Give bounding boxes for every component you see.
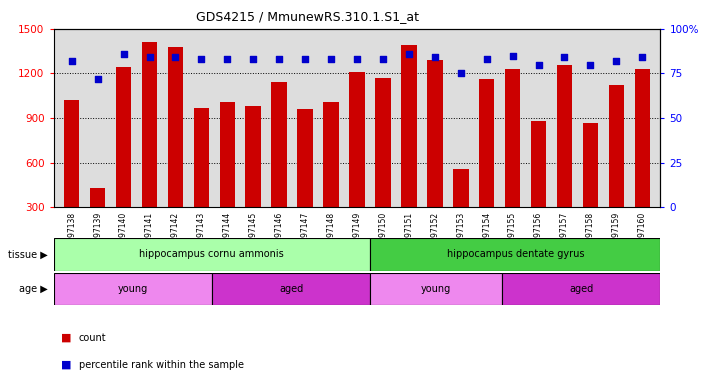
Text: age ▶: age ▶ [19,284,49,294]
Bar [370,238,660,271]
Point [533,61,544,68]
Bar [193,108,209,252]
Text: hippocampus cornu ammonis: hippocampus cornu ammonis [139,249,284,260]
Point [507,53,518,59]
Text: aged: aged [569,284,593,294]
Point [585,61,596,68]
Bar [608,85,624,252]
Bar [453,169,468,252]
Bar [370,273,502,305]
Text: aged: aged [279,284,303,294]
Bar [505,69,521,252]
Text: hippocampus dentate gyrus: hippocampus dentate gyrus [446,249,584,260]
Point [481,56,493,62]
Point [377,56,388,62]
Point [403,51,415,57]
Text: young: young [421,284,451,294]
Point [429,54,441,60]
Text: young: young [118,284,148,294]
Bar [168,46,183,252]
Bar [401,45,417,252]
Bar [557,65,572,252]
Bar [54,273,212,305]
Point [610,58,622,64]
Point [455,70,466,76]
Point [170,54,181,60]
Point [351,56,363,62]
Bar [479,79,495,252]
Bar [246,106,261,252]
Text: GDS4215 / MmunewRS.310.1.S1_at: GDS4215 / MmunewRS.310.1.S1_at [196,10,418,23]
Point [559,54,570,60]
Point [637,54,648,60]
Bar [531,121,546,252]
Bar [323,102,339,252]
Bar [427,60,443,252]
Text: ■: ■ [61,333,71,343]
Point [273,56,285,62]
Text: tissue ▶: tissue ▶ [9,249,49,260]
Bar [635,69,650,252]
Point [92,76,104,82]
Bar [64,100,79,252]
Bar [583,122,598,252]
Point [118,51,129,57]
Bar [271,82,287,252]
Text: percentile rank within the sample: percentile rank within the sample [79,360,243,370]
Bar [116,68,131,252]
Point [299,56,311,62]
Point [326,56,337,62]
Text: count: count [79,333,106,343]
Point [221,56,233,62]
Point [144,54,155,60]
Bar [349,72,365,252]
Bar [375,78,391,252]
Text: ■: ■ [61,360,71,370]
Bar [212,273,370,305]
Point [66,58,77,64]
Bar [54,238,370,271]
Bar [142,42,157,252]
Point [196,56,207,62]
Bar [502,273,660,305]
Bar [219,102,235,252]
Point [248,56,259,62]
Bar [297,109,313,252]
Bar [90,188,106,252]
